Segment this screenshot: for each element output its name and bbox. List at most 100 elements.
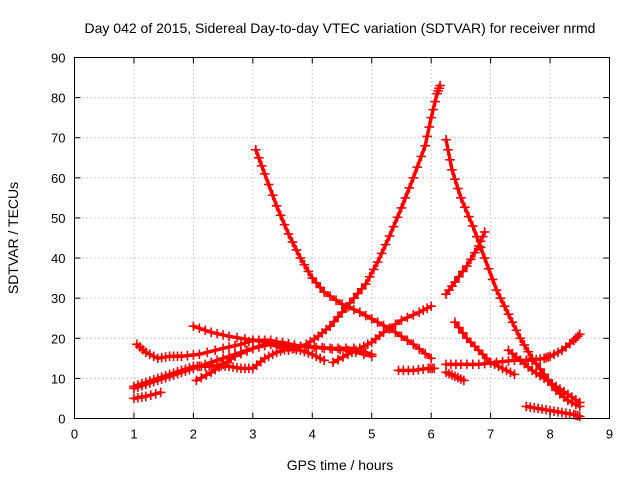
data-point-marker <box>447 165 457 175</box>
data-point-marker <box>454 322 464 333</box>
data-point-marker <box>503 309 514 320</box>
data-point-marker <box>366 314 377 324</box>
data-point-marker <box>236 348 246 359</box>
data-point-marker <box>424 122 434 132</box>
data-point-marker <box>380 239 391 250</box>
data-point-marker <box>218 330 228 340</box>
data-point-marker <box>404 183 415 193</box>
data-point-marker <box>299 259 310 270</box>
x-tick-label: 9 <box>606 427 613 442</box>
data-point-marker <box>325 291 335 301</box>
data-point-marker <box>349 304 359 315</box>
series-trail <box>254 148 433 361</box>
data-point-marker <box>443 144 453 155</box>
data-point-marker <box>144 378 155 388</box>
data-point-marker <box>435 80 445 91</box>
data-point-marker <box>232 332 242 343</box>
data-point-marker <box>384 323 395 334</box>
data-point-marker <box>319 355 329 366</box>
data-point-marker <box>378 327 389 338</box>
data-point-marker <box>206 357 217 368</box>
data-point-marker <box>129 383 139 394</box>
data-point-marker <box>341 343 351 354</box>
data-point-marker <box>471 231 482 242</box>
data-point-marker <box>426 301 436 311</box>
data-point-marker <box>188 321 199 332</box>
data-point-marker <box>465 337 476 348</box>
series-arc-12 <box>441 329 585 370</box>
data-point-marker <box>307 273 318 283</box>
data-point-marker <box>333 343 343 354</box>
data-point-marker <box>343 302 353 312</box>
data-point-marker <box>454 271 464 282</box>
data-point-marker <box>372 257 383 267</box>
plot-frame <box>74 57 610 419</box>
y-tick-label: 80 <box>51 91 65 106</box>
data-point-marker <box>390 327 401 338</box>
data-point-marker <box>453 183 463 194</box>
data-point-marker <box>319 287 329 297</box>
data-point-marker <box>429 363 439 374</box>
data-point-marker <box>299 346 310 357</box>
data-point-marker <box>331 295 341 305</box>
data-point-marker <box>420 348 431 359</box>
data-point-marker <box>426 112 436 123</box>
data-point-marker <box>201 370 212 380</box>
data-point-marker <box>337 307 347 318</box>
data-point-marker <box>364 271 375 282</box>
data-point-marker <box>200 359 211 370</box>
data-point-marker <box>357 284 367 294</box>
data-point-marker <box>396 331 407 342</box>
data-point-marker <box>224 331 234 342</box>
x-tick-label: 4 <box>309 427 316 442</box>
data-point-marker <box>156 374 167 384</box>
data-point-marker <box>277 343 288 354</box>
data-point-marker <box>420 140 431 151</box>
data-point-marker <box>495 293 506 303</box>
data-point-marker <box>289 343 300 354</box>
data-point-marker <box>509 369 520 380</box>
x-tick-label: 5 <box>368 427 375 442</box>
data-point-marker <box>384 231 395 241</box>
data-point-marker <box>456 193 466 203</box>
data-point-marker <box>338 352 348 362</box>
data-point-marker <box>152 375 163 386</box>
data-point-marker <box>263 179 274 190</box>
x-tick-label: 0 <box>71 427 78 442</box>
data-point-marker <box>388 221 399 232</box>
data-point-marker <box>523 346 534 357</box>
series-trail <box>453 320 517 377</box>
data-series <box>129 80 585 422</box>
data-point-marker <box>212 328 222 339</box>
data-point-marker <box>230 351 240 362</box>
data-point-marker <box>366 349 377 360</box>
data-point-marker <box>450 174 460 184</box>
data-point-marker <box>194 323 205 334</box>
y-tick-label: 60 <box>51 171 65 186</box>
data-point-marker <box>349 293 359 303</box>
data-point-marker <box>360 279 371 289</box>
data-point-marker <box>462 261 472 271</box>
data-point-marker <box>224 342 234 352</box>
series-arc-4 <box>132 335 294 364</box>
data-point-marker <box>137 380 147 391</box>
data-point-marker <box>311 277 322 288</box>
data-point-marker <box>465 254 476 265</box>
data-point-marker <box>325 343 335 354</box>
data-point-marker <box>450 317 460 328</box>
data-point-marker <box>408 173 419 183</box>
x-tick-label: 3 <box>249 427 256 442</box>
data-point-marker <box>337 299 347 309</box>
data-point-marker <box>194 349 205 360</box>
data-point-marker <box>475 242 486 253</box>
data-point-marker <box>445 154 455 165</box>
data-point-marker <box>515 333 526 344</box>
data-point-marker <box>259 169 270 179</box>
data-point-marker <box>355 307 365 318</box>
data-point-marker <box>251 144 261 155</box>
data-point-marker <box>368 264 379 275</box>
data-point-marker <box>267 190 278 201</box>
data-point-marker <box>279 219 290 230</box>
series-arc-15 <box>503 345 585 408</box>
